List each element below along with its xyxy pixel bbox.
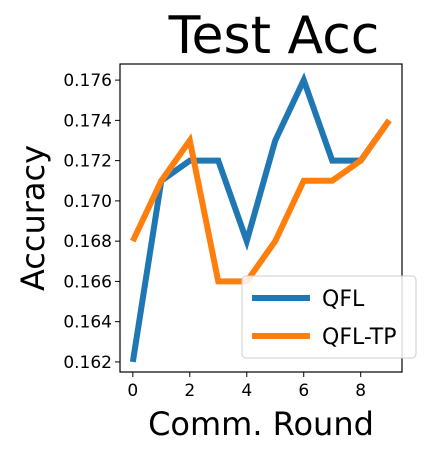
y-tick-label: 0.168 [63, 232, 112, 252]
y-axis-label: Accuracy [14, 145, 52, 291]
legend-label-qfl: QFL [322, 287, 365, 312]
y-tick-label: 0.172 [63, 152, 112, 172]
series-line-qfl-tp [130, 118, 392, 285]
x-tick-label: 0 [127, 381, 138, 401]
chart-title: Test Acc [168, 6, 380, 66]
y-tick-label: 0.162 [63, 353, 112, 373]
legend-label-qfl-tp: QFL-TP [322, 325, 396, 350]
y-tick-label: 0.176 [63, 71, 112, 91]
x-tick-label: 4 [241, 381, 252, 401]
series-line-qfl [129, 72, 392, 363]
legend: QFL QFL-TP [241, 275, 417, 359]
y-tick-label: 0.164 [63, 313, 112, 333]
x-tick-label: 8 [355, 381, 366, 401]
y-tick-label: 0.170 [63, 192, 112, 212]
y-tick-label: 0.166 [63, 272, 112, 292]
plot-area: 0 2 4 6 8 0.162 0.164 0.166 0.168 0.170 0.172 0.174… [63, 63, 403, 401]
x-tick-label: 2 [184, 381, 195, 401]
x-axis-label: Comm. Round [148, 405, 374, 443]
plot-frame [119, 63, 403, 373]
x-tick-label: 6 [298, 381, 309, 401]
y-tick-label: 0.174 [63, 111, 112, 131]
